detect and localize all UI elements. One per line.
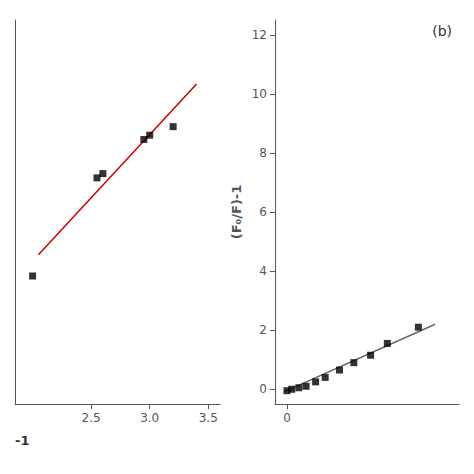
svg-text:6: 6: [259, 205, 267, 219]
svg-text:2.5: 2.5: [82, 411, 101, 425]
svg-text:(b): (b): [432, 23, 452, 39]
svg-text:0: 0: [283, 411, 291, 425]
svg-text:3.0: 3.0: [140, 411, 159, 425]
svg-text:0: 0: [259, 382, 267, 396]
svg-text:3.5: 3.5: [199, 411, 218, 425]
svg-text:2: 2: [259, 323, 267, 337]
svg-text:10: 10: [252, 87, 267, 101]
svg-text:12: 12: [252, 28, 267, 42]
svg-text:-1: -1: [15, 433, 29, 448]
svg-text:4: 4: [259, 264, 267, 278]
svg-text:(F₀/F)-1: (F₀/F)-1: [229, 185, 244, 240]
svg-text:8: 8: [259, 146, 267, 160]
